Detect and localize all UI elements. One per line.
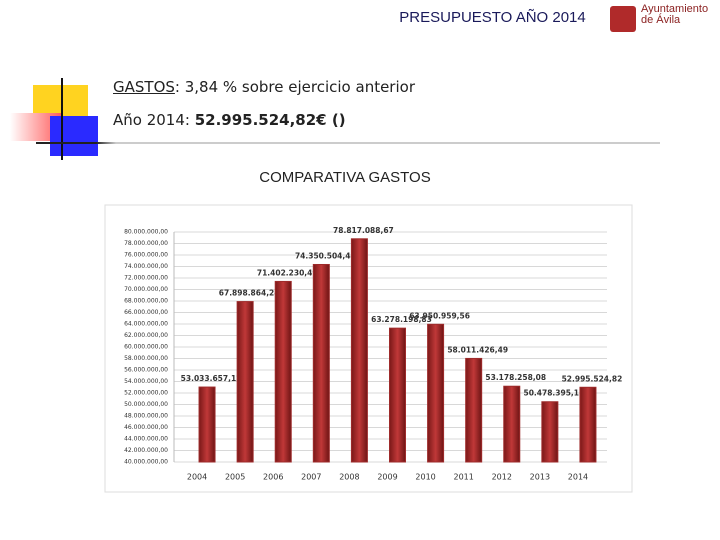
value-label: 78.817.088,67: [333, 226, 394, 235]
deco-vline: [61, 78, 63, 160]
value-label: 52.995.524,82: [562, 374, 623, 383]
x-tick-label: 2010: [415, 473, 435, 482]
y-tick-label: 52.000.000,00: [124, 390, 168, 397]
logo-text: Ayuntamiento de Ávila: [641, 4, 708, 26]
y-tick-label: 62.000.000,00: [124, 332, 168, 339]
x-tick-label: 2009: [377, 473, 397, 482]
y-tick-label: 42.000.000,00: [124, 447, 168, 454]
y-tick-label: 70.000.000,00: [124, 286, 168, 293]
x-tick-label: 2006: [263, 473, 283, 482]
value-label: 63.278.198,83: [371, 315, 432, 324]
y-tick-label: 44.000.000,00: [124, 436, 168, 443]
x-tick-label: 2005: [225, 473, 245, 482]
y-tick-label: 72.000.000,00: [124, 275, 168, 282]
value-label: 67.898.864,24: [219, 289, 280, 298]
logo-line: Ayuntamiento: [641, 3, 709, 15]
value-label: 63.950.959,56: [409, 311, 470, 320]
y-tick-label: 60.000.000,00: [124, 344, 168, 351]
x-tick-label: 2011: [454, 473, 474, 482]
bar: [579, 386, 597, 463]
x-tick-label: 2014: [568, 473, 588, 482]
bar: [198, 386, 216, 463]
y-tick-label: 48.000.000,00: [124, 413, 168, 420]
value-label: 71.402.230,49: [257, 268, 318, 277]
y-tick-label: 40.000.000,00: [124, 459, 168, 466]
y-tick-label: 80.000.000,00: [124, 229, 168, 236]
value-label: 74.350.504,44: [295, 251, 356, 260]
header-title: PRESUPUESTO AÑO 2014: [399, 9, 586, 26]
amount: 52.995.524,82€ (): [194, 111, 346, 129]
bar: [350, 238, 368, 463]
bar: [274, 280, 292, 463]
y-tick-label: 74.000.000,00: [124, 263, 168, 270]
value-label: 58.011.426,49: [447, 345, 508, 354]
x-tick-label: 2008: [339, 473, 359, 482]
y-tick-label: 58.000.000,00: [124, 355, 168, 362]
bar: [312, 263, 330, 463]
y-tick-label: 50.000.000,00: [124, 401, 168, 408]
bar: [465, 357, 483, 463]
x-tick-label: 2013: [530, 473, 550, 482]
x-tick-label: 2012: [492, 473, 512, 482]
text-line: Año 2014: 52.995.524,82€ (): [113, 111, 346, 129]
y-tick-label: 64.000.000,00: [124, 321, 168, 328]
value-label: 50.478.395,12: [523, 389, 584, 398]
x-tick-label: 2007: [301, 473, 321, 482]
deco-blue: [50, 116, 98, 156]
bar: [389, 327, 406, 463]
logo-icon: [610, 6, 636, 32]
x-tick-label: 2004: [187, 473, 207, 482]
value-label: 53.178.258,08: [485, 373, 546, 382]
y-tick-label: 56.000.000,00: [124, 367, 168, 374]
y-tick-label: 68.000.000,00: [124, 298, 168, 305]
y-tick-label: 78.000.000,00: [124, 240, 168, 247]
y-tick-label: 54.000.000,00: [124, 378, 168, 385]
bar: [427, 323, 445, 463]
y-tick-label: 76.000.000,00: [124, 252, 168, 259]
y-tick-label: 46.000.000,00: [124, 424, 168, 431]
text-line: GASTOS: 3,84 % sobre ejercicio anterior: [113, 78, 415, 96]
bar: [541, 401, 559, 463]
y-tick-label: 66.000.000,00: [124, 309, 168, 316]
chart-title: COMPARATIVA GASTOS: [259, 169, 431, 186]
deco-hline: [36, 142, 660, 144]
text: : 3,84 % sobre ejercicio anterior: [174, 78, 415, 96]
value-label: 53.033.657,12: [181, 374, 242, 383]
logo-line: de Ávila: [641, 14, 681, 26]
bar: [503, 385, 521, 463]
text: Año 2014:: [113, 111, 195, 129]
bar: [236, 301, 254, 463]
underlined-label: GASTOS: [113, 78, 175, 96]
